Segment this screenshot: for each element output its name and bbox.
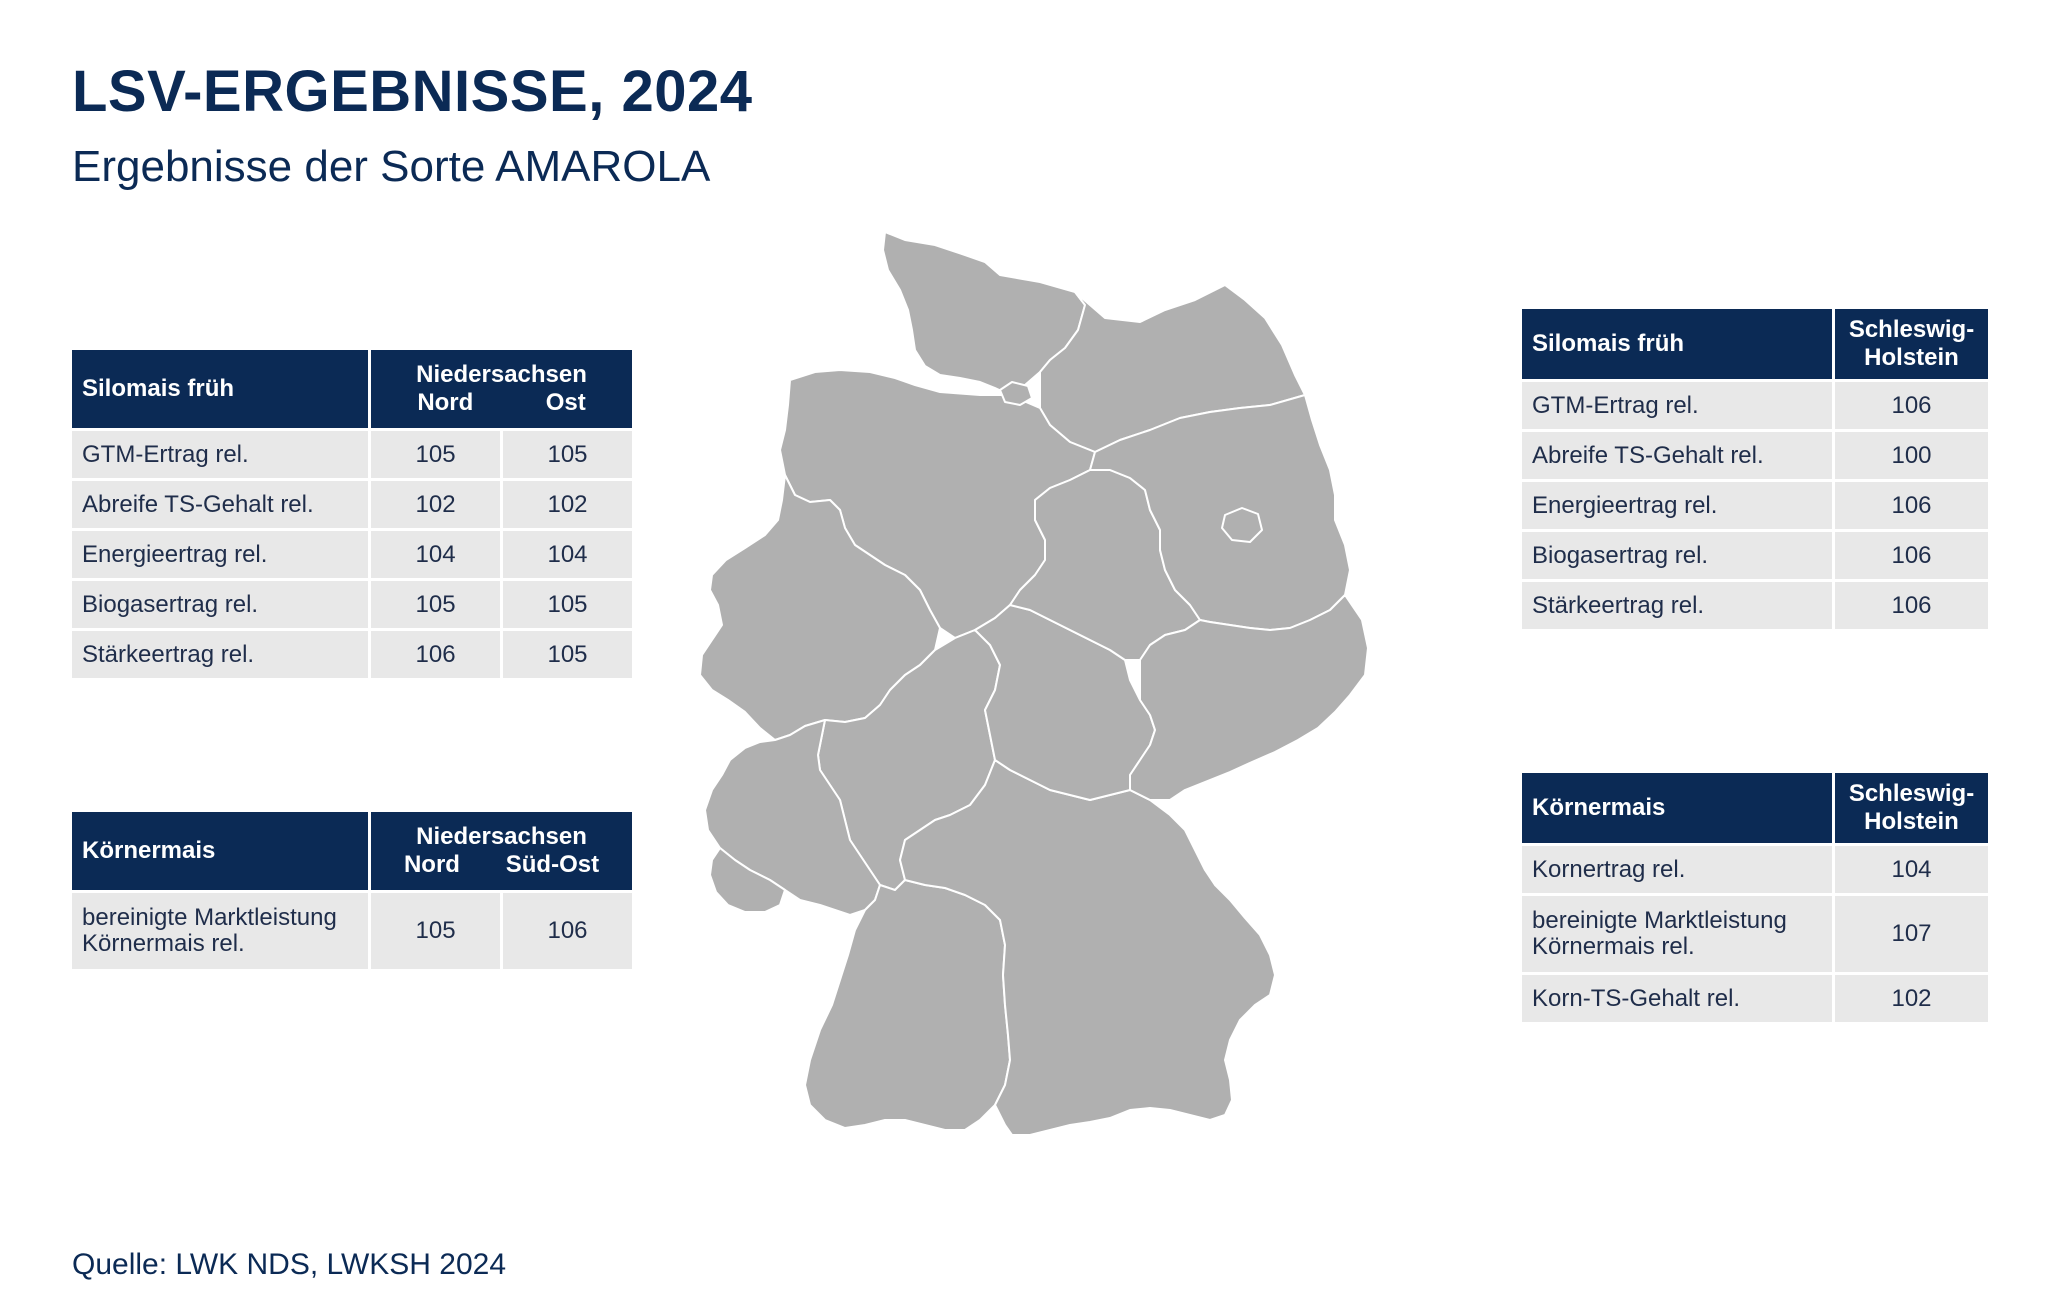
table-title: Körnermais [1522, 773, 1832, 843]
group-label: Niedersachsen [416, 361, 587, 388]
region-bayern [899, 759, 1276, 1136]
page-subtitle: Ergebnisse der Sorte AMAROLA [72, 142, 711, 191]
table-row: Kornertrag rel. 104 [1522, 846, 1988, 893]
table-row: Korn-TS-Gehalt rel. 102 [1522, 975, 1988, 1022]
row-label: Biogasertrag rel. [1522, 532, 1832, 579]
value-cell: 102 [371, 481, 501, 528]
column-header: Schleswig- Holstein [1835, 309, 1988, 379]
table-koernermais-schleswig-holstein: Körnermais Schleswig- Holstein Kornertra… [1519, 770, 1991, 1025]
value-cell: 105 [503, 431, 632, 478]
table-row: Stärkeertrag rel. 106 105 [72, 631, 632, 678]
col-label-line: Schleswig- [1848, 316, 1975, 343]
table-row: Abreife TS-Gehalt rel. 100 [1522, 432, 1988, 479]
value-cell: 105 [371, 431, 501, 478]
row-label: Energieertrag rel. [1522, 482, 1832, 529]
table-silomais-niedersachsen: Silomais früh Niedersachsen Nord Ost GTM… [69, 347, 635, 681]
table-row: bereinigte Marktleistung Körnermais rel.… [72, 893, 632, 969]
value-cell: 105 [371, 893, 501, 969]
value-cell: 106 [371, 631, 501, 678]
table-row: Stärkeertrag rel. 106 [1522, 582, 1988, 629]
row-label: Energieertrag rel. [72, 531, 369, 578]
subcolumn-labels: Nord Süd-Ost [381, 851, 622, 879]
region-hamburg [999, 381, 1033, 406]
value-cell: 105 [503, 581, 632, 628]
row-label: bereinigte Marktleistung Körnermais rel. [1522, 896, 1832, 972]
table-row: bereinigte Marktleistung Körnermais rel.… [1522, 896, 1988, 972]
value-cell: 104 [1835, 846, 1988, 893]
col-label: Süd-Ost [505, 851, 600, 878]
col-label-line: Schleswig- [1848, 780, 1975, 807]
value-cell: 104 [503, 531, 632, 578]
germany-map [699, 231, 1369, 1136]
table-row: Energieertrag rel. 106 [1522, 482, 1988, 529]
row-label: Biogasertrag rel. [72, 581, 369, 628]
row-label: GTM-Ertrag rel. [1522, 382, 1832, 429]
region-baden-wuerttemberg [804, 879, 1011, 1131]
table-title: Silomais früh [1522, 309, 1832, 379]
col-label: Nord [403, 851, 460, 878]
value-cell: 102 [503, 481, 632, 528]
table-silomais-schleswig-holstein: Silomais früh Schleswig- Holstein GTM-Er… [1519, 306, 1991, 632]
table-title: Silomais früh [72, 350, 369, 428]
value-cell: 107 [1835, 896, 1988, 972]
region-saarland [709, 847, 786, 913]
table-row: Biogasertrag rel. 106 [1522, 532, 1988, 579]
row-label-line: Körnermais rel. [82, 930, 245, 957]
group-label: Niedersachsen [416, 823, 587, 850]
table-row: Energieertrag rel. 104 104 [72, 531, 632, 578]
value-cell: 106 [503, 893, 632, 969]
row-label: Abreife TS-Gehalt rel. [72, 481, 369, 528]
column-group-header: Niedersachsen Nord Süd-Ost [371, 812, 632, 890]
row-label: Stärkeertrag rel. [1522, 582, 1832, 629]
col-label-line: Holstein [1864, 808, 1959, 835]
row-label: Kornertrag rel. [1522, 846, 1832, 893]
table-koernermais-niedersachsen: Körnermais Niedersachsen Nord Süd-Ost be… [69, 809, 635, 972]
value-cell: 106 [1835, 582, 1988, 629]
value-cell: 104 [371, 531, 501, 578]
table-title: Körnermais [72, 812, 369, 890]
row-label: Abreife TS-Gehalt rel. [1522, 432, 1832, 479]
row-label-line: Körnermais rel. [1532, 933, 1695, 960]
row-label-line: bereinigte Marktleistung [1532, 907, 1787, 934]
table-row: GTM-Ertrag rel. 106 [1522, 382, 1988, 429]
value-cell: 102 [1835, 975, 1988, 1022]
col-label: Ost [545, 389, 586, 416]
page-title: LSV-ERGEBNISSE, 2024 [72, 59, 753, 124]
row-label: GTM-Ertrag rel. [72, 431, 369, 478]
subcolumn-labels: Nord Ost [381, 389, 622, 417]
row-label: bereinigte Marktleistung Körnermais rel. [72, 893, 369, 969]
table-row: Biogasertrag rel. 105 105 [72, 581, 632, 628]
column-header: Schleswig- Holstein [1835, 773, 1988, 843]
row-label: Korn-TS-Gehalt rel. [1522, 975, 1832, 1022]
region-sachsen [1129, 594, 1369, 801]
row-label-line: bereinigte Marktleistung [82, 904, 337, 931]
region-berlin [1221, 507, 1263, 543]
table-row: GTM-Ertrag rel. 105 105 [72, 431, 632, 478]
value-cell: 105 [503, 631, 632, 678]
row-label: Stärkeertrag rel. [72, 631, 369, 678]
value-cell: 106 [1835, 532, 1988, 579]
value-cell: 106 [1835, 482, 1988, 529]
value-cell: 100 [1835, 432, 1988, 479]
col-label-line: Holstein [1864, 344, 1959, 371]
table-row: Abreife TS-Gehalt rel. 102 102 [72, 481, 632, 528]
col-label: Nord [417, 389, 474, 416]
region-rheinland-pfalz [704, 719, 881, 916]
value-cell: 105 [371, 581, 501, 628]
column-group-header: Niedersachsen Nord Ost [371, 350, 632, 428]
source-note: Quelle: LWK NDS, LWKSH 2024 [72, 1248, 507, 1281]
value-cell: 106 [1835, 382, 1988, 429]
